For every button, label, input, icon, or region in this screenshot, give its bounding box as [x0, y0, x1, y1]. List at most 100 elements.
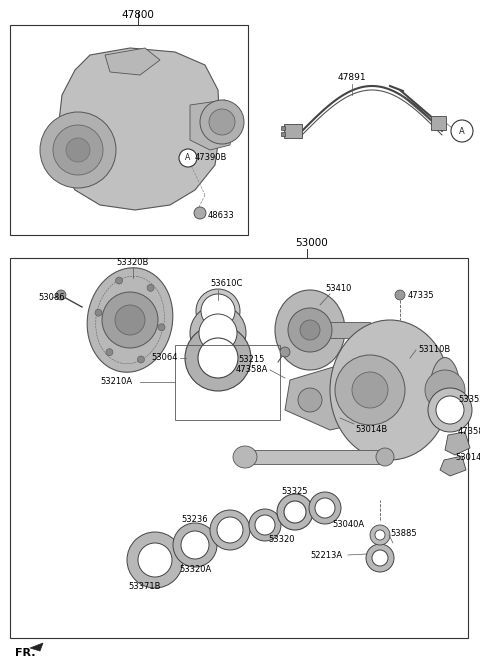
Circle shape [173, 523, 217, 567]
Circle shape [277, 494, 313, 530]
Bar [10, 258, 468, 638]
Text: 53885: 53885 [390, 528, 417, 537]
Circle shape [198, 338, 238, 378]
Bar [310, 322, 370, 338]
Circle shape [280, 347, 290, 357]
Circle shape [66, 138, 90, 162]
Polygon shape [190, 100, 235, 150]
Text: 53320: 53320 [268, 535, 295, 544]
Text: 53371B: 53371B [129, 582, 161, 591]
Circle shape [352, 372, 388, 408]
Circle shape [201, 294, 235, 328]
Polygon shape [30, 643, 43, 651]
Circle shape [309, 492, 341, 524]
Bar [10, 25, 248, 235]
Ellipse shape [233, 446, 257, 468]
Text: 53210A: 53210A [100, 378, 132, 386]
Circle shape [300, 320, 320, 340]
Ellipse shape [275, 290, 345, 370]
Ellipse shape [330, 320, 450, 460]
Polygon shape [58, 48, 220, 210]
Circle shape [200, 100, 244, 144]
Text: A: A [459, 127, 465, 135]
Text: 53320B: 53320B [117, 258, 149, 267]
Circle shape [194, 207, 206, 219]
Circle shape [196, 289, 240, 333]
Polygon shape [105, 48, 160, 75]
Text: 53352: 53352 [458, 396, 480, 405]
Circle shape [158, 324, 165, 330]
Polygon shape [285, 365, 380, 430]
Ellipse shape [87, 268, 173, 373]
Circle shape [315, 498, 335, 518]
Circle shape [127, 532, 183, 588]
Circle shape [255, 515, 275, 535]
Circle shape [366, 544, 394, 572]
Circle shape [425, 370, 465, 410]
Text: 48633: 48633 [208, 210, 235, 219]
Text: 47358A: 47358A [458, 428, 480, 436]
Bar [281, 132, 285, 136]
Circle shape [53, 125, 103, 175]
Text: A: A [185, 154, 191, 162]
Circle shape [106, 349, 113, 355]
Bar [281, 126, 285, 130]
Circle shape [199, 314, 237, 352]
Bar [284, 124, 302, 138]
Text: 53236: 53236 [181, 516, 208, 524]
Circle shape [138, 543, 172, 577]
Bar [245, 450, 385, 464]
Text: 47335: 47335 [408, 290, 434, 300]
Bar [431, 116, 446, 130]
Circle shape [288, 308, 332, 352]
Circle shape [284, 501, 306, 523]
Circle shape [428, 388, 472, 432]
Text: 47891: 47891 [338, 73, 366, 82]
Text: 53215: 53215 [239, 355, 265, 365]
Circle shape [179, 149, 197, 167]
Circle shape [116, 277, 122, 284]
Circle shape [115, 305, 145, 335]
Text: FR.: FR. [15, 648, 36, 657]
Circle shape [210, 510, 250, 550]
Text: 53040A: 53040A [332, 520, 364, 529]
Circle shape [181, 531, 209, 559]
Circle shape [436, 396, 464, 424]
Text: 47800: 47800 [121, 10, 155, 20]
Circle shape [147, 284, 154, 291]
Text: 53064: 53064 [152, 353, 178, 363]
Circle shape [95, 309, 102, 316]
Ellipse shape [376, 448, 394, 466]
Text: 53014B: 53014B [355, 425, 387, 434]
Circle shape [451, 120, 473, 142]
Circle shape [298, 388, 322, 412]
Circle shape [102, 292, 158, 348]
Text: 53325: 53325 [282, 487, 308, 496]
Circle shape [249, 509, 281, 541]
Circle shape [185, 325, 251, 391]
Text: 53110B: 53110B [418, 346, 450, 355]
Circle shape [395, 290, 405, 300]
Text: 53410: 53410 [325, 284, 351, 293]
Bar [175, 345, 280, 420]
Text: 53000: 53000 [295, 238, 328, 248]
Ellipse shape [430, 357, 460, 422]
Polygon shape [440, 456, 466, 476]
Text: 52213A: 52213A [310, 551, 342, 560]
Text: 53014A: 53014A [455, 453, 480, 463]
Circle shape [372, 550, 388, 566]
Text: 53320A: 53320A [179, 565, 211, 574]
Circle shape [335, 355, 405, 425]
Text: 47390B: 47390B [195, 154, 228, 162]
Circle shape [375, 530, 385, 540]
Circle shape [40, 112, 116, 188]
Circle shape [370, 525, 390, 545]
Text: 53610C: 53610C [210, 279, 242, 288]
Circle shape [217, 517, 243, 543]
Circle shape [190, 305, 246, 361]
Text: 53086: 53086 [38, 294, 65, 302]
Circle shape [137, 356, 144, 363]
Circle shape [209, 109, 235, 135]
Polygon shape [445, 432, 470, 455]
Circle shape [56, 290, 66, 300]
